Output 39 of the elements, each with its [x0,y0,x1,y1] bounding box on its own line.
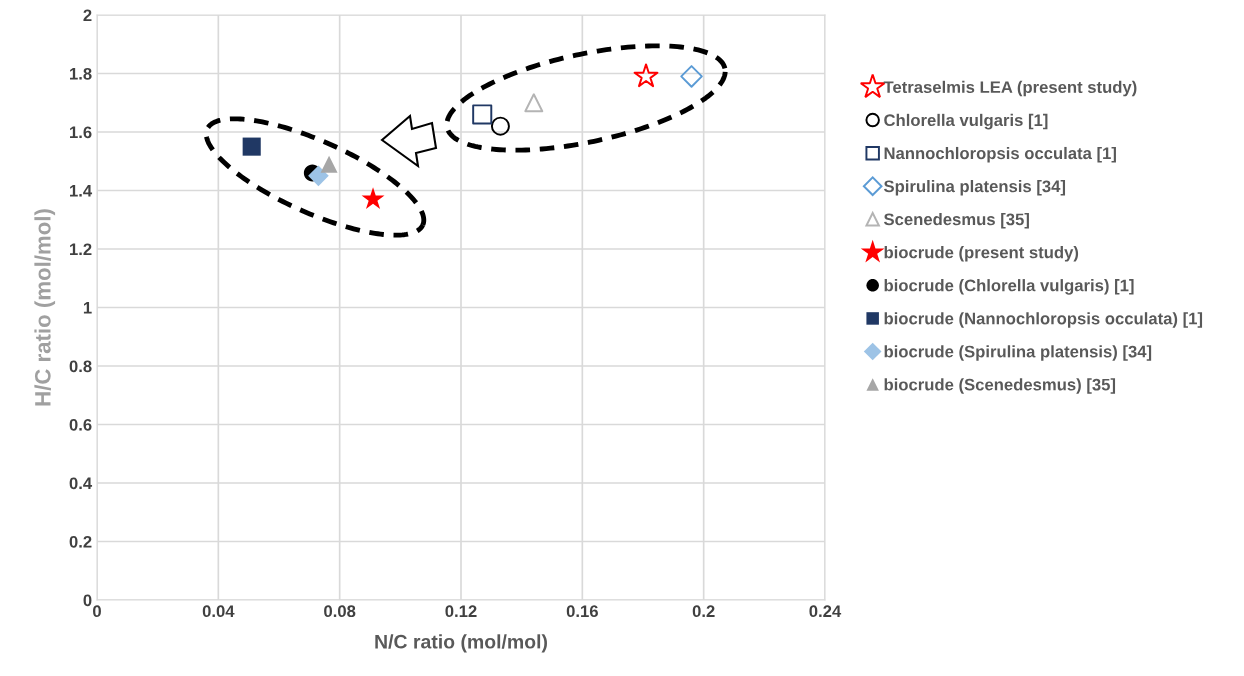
legend-label: Spirulina platensis [34] [883,179,1066,196]
legend-label: Chlorella vulgaris [1] [884,113,1048,130]
y-tick-label: 0.6 [69,418,92,431]
y-tick-label: 0.8 [69,360,92,373]
legend-label: Nannochloropsis occulata [1] [884,146,1116,163]
legend-label: Tetraselmis LEA (present study) [883,80,1137,97]
y-tick-label: 1 [83,302,92,314]
y-tick-label: 1.6 [70,126,92,139]
point [680,65,703,88]
y-tick-label: 0.4 [69,477,93,490]
x-tick-label: 0 [93,605,101,618]
x-tick-label: 0.08 [324,605,356,618]
y-tick-label: 0 [83,594,92,607]
point [320,155,338,173]
y-axis-title: H/C ratio (mol/mol) [34,209,56,406]
legend-label: biocrude (Nannochloropsis occulata) [1] [884,312,1203,328]
legend-label: Scenedesmus [35] [883,213,1029,229]
point [524,93,544,113]
point [633,63,659,88]
y-tick-label: 1.4 [70,185,93,197]
point [490,116,510,136]
point [242,137,261,156]
y-tick-label: 0.2 [69,535,92,548]
legend-label: biocrude (Chlorella vulgaris) [1] [884,279,1134,295]
x-tick-label: 0.16 [566,605,598,618]
legend-label: biocrude (Scenedesmus) [35] [884,378,1116,394]
x-tick-label: 0.12 [445,605,477,618]
legend-label: biocrude (present study) [884,246,1079,262]
y-tick-label: 2 [83,9,92,22]
legend-label: biocrude (Spirulina platensis) [34] [884,345,1152,361]
y-tick-label: 1.8 [70,67,92,80]
x-axis-title: N/C ratio (mol/mol) [375,634,547,653]
point [361,187,385,210]
x-tick-label: 0.2 [692,605,715,618]
x-tick-label: 0.24 [809,605,842,618]
point [472,104,493,125]
x-tick-label: 0.04 [202,605,235,618]
y-tick-label: 1.2 [70,243,92,256]
point [308,165,329,187]
